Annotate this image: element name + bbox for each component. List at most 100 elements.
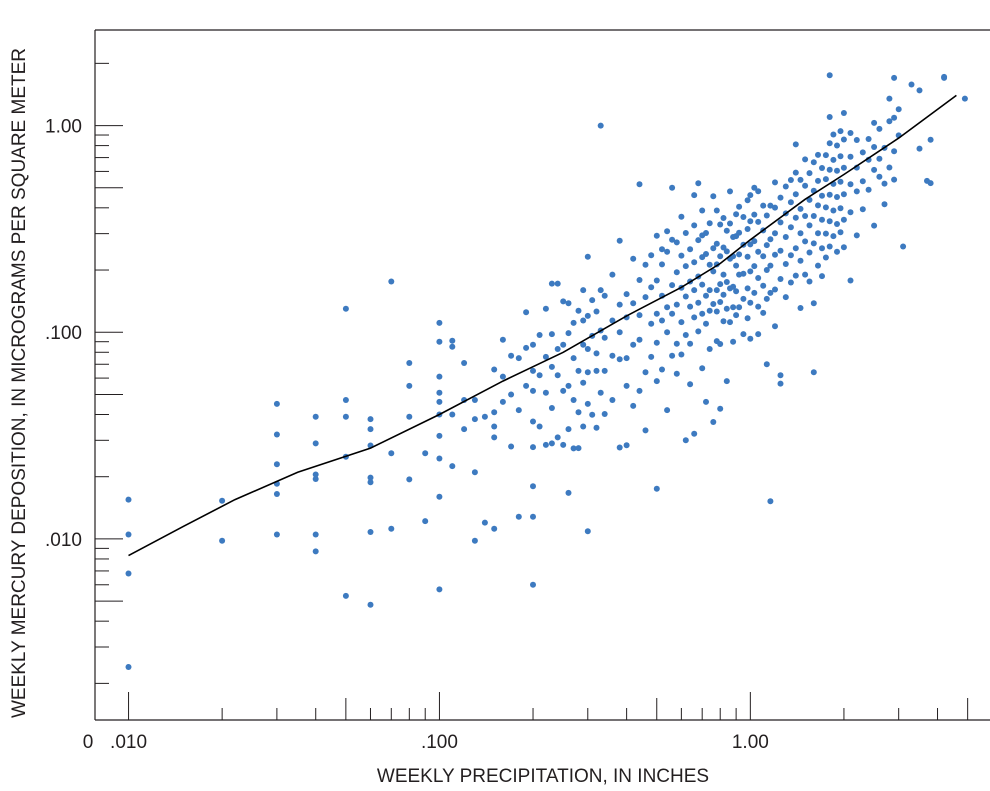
data-point bbox=[772, 323, 778, 330]
data-point bbox=[623, 355, 630, 362]
data-point bbox=[819, 245, 825, 252]
data-point bbox=[687, 340, 694, 347]
data-point bbox=[691, 259, 698, 266]
data-point bbox=[876, 155, 883, 162]
data-point bbox=[834, 167, 840, 174]
data-point bbox=[853, 232, 860, 239]
data-point bbox=[589, 411, 596, 418]
data-point bbox=[815, 151, 821, 158]
data-point bbox=[565, 382, 572, 389]
data-point bbox=[406, 413, 413, 420]
data-point bbox=[751, 289, 758, 296]
data-point bbox=[125, 664, 132, 670]
data-point bbox=[865, 136, 872, 142]
data-point bbox=[125, 531, 132, 538]
data-point bbox=[461, 426, 468, 433]
data-point bbox=[273, 431, 280, 438]
data-point bbox=[802, 156, 809, 163]
data-point bbox=[609, 317, 616, 324]
data-point bbox=[669, 236, 676, 243]
data-point bbox=[744, 226, 751, 232]
data-point bbox=[859, 206, 866, 213]
data-point bbox=[536, 372, 543, 379]
x-tick-label: 1.00 bbox=[732, 732, 769, 753]
data-point bbox=[695, 328, 702, 335]
data-point bbox=[342, 413, 349, 420]
data-point bbox=[673, 269, 680, 276]
data-point bbox=[699, 207, 706, 214]
data-point bbox=[806, 222, 813, 229]
data-point bbox=[673, 340, 680, 347]
data-point bbox=[853, 137, 860, 143]
x-tick-label: .100 bbox=[421, 732, 458, 753]
data-point bbox=[834, 142, 840, 149]
data-point bbox=[837, 229, 844, 236]
data-point bbox=[916, 145, 923, 152]
data-point bbox=[747, 241, 754, 248]
data-point bbox=[815, 262, 821, 269]
plot-area bbox=[94, 29, 990, 721]
data-point bbox=[609, 271, 616, 278]
data-point bbox=[367, 601, 374, 608]
data-point bbox=[891, 114, 898, 121]
data-point bbox=[736, 203, 743, 210]
data-point bbox=[436, 398, 443, 405]
data-point bbox=[436, 586, 443, 593]
data-point bbox=[717, 341, 724, 347]
data-point bbox=[616, 237, 623, 244]
data-point bbox=[797, 176, 804, 183]
data-point bbox=[826, 114, 833, 120]
y-tick-label: 1.00 bbox=[45, 117, 82, 138]
data-point bbox=[601, 292, 608, 299]
data-point bbox=[763, 242, 770, 249]
data-point bbox=[580, 287, 587, 294]
data-point bbox=[717, 281, 724, 288]
data-point bbox=[859, 149, 866, 156]
data-point bbox=[219, 537, 226, 544]
data-point bbox=[523, 344, 530, 351]
data-point bbox=[687, 381, 694, 388]
data-point bbox=[436, 319, 443, 326]
data-point bbox=[837, 128, 844, 135]
y-tick-label: .100 bbox=[45, 323, 82, 344]
data-point bbox=[840, 191, 847, 198]
data-point bbox=[449, 337, 456, 344]
data-point bbox=[733, 262, 740, 269]
data-point bbox=[787, 279, 794, 286]
data-point bbox=[819, 273, 825, 280]
data-point bbox=[871, 222, 878, 229]
data-point bbox=[699, 281, 706, 288]
data-point bbox=[847, 209, 854, 216]
y-axis-ticks bbox=[95, 62, 123, 684]
data-point bbox=[471, 397, 478, 403]
data-point bbox=[659, 261, 665, 268]
data-point bbox=[767, 289, 774, 296]
data-point bbox=[508, 352, 515, 359]
data-point bbox=[744, 285, 751, 292]
data-point bbox=[895, 106, 902, 113]
data-point bbox=[673, 239, 680, 246]
data-point bbox=[593, 424, 600, 431]
data-point bbox=[822, 176, 829, 183]
data-point bbox=[777, 276, 784, 282]
data-point bbox=[682, 230, 689, 236]
data-point bbox=[782, 261, 789, 267]
data-point bbox=[597, 122, 604, 129]
data-point bbox=[891, 176, 898, 183]
data-point bbox=[560, 441, 567, 448]
data-point bbox=[125, 496, 132, 503]
data-point bbox=[436, 455, 443, 462]
data-point bbox=[580, 317, 587, 324]
data-point bbox=[593, 367, 600, 374]
data-point bbox=[815, 230, 821, 237]
data-point bbox=[720, 271, 727, 278]
data-point bbox=[806, 170, 813, 177]
data-point bbox=[554, 434, 561, 441]
data-point bbox=[682, 437, 689, 444]
data-point bbox=[601, 334, 608, 341]
data-point bbox=[840, 136, 847, 143]
data-point bbox=[706, 287, 713, 294]
data-point bbox=[273, 531, 280, 538]
data-point bbox=[589, 297, 596, 304]
data-point bbox=[703, 230, 709, 236]
